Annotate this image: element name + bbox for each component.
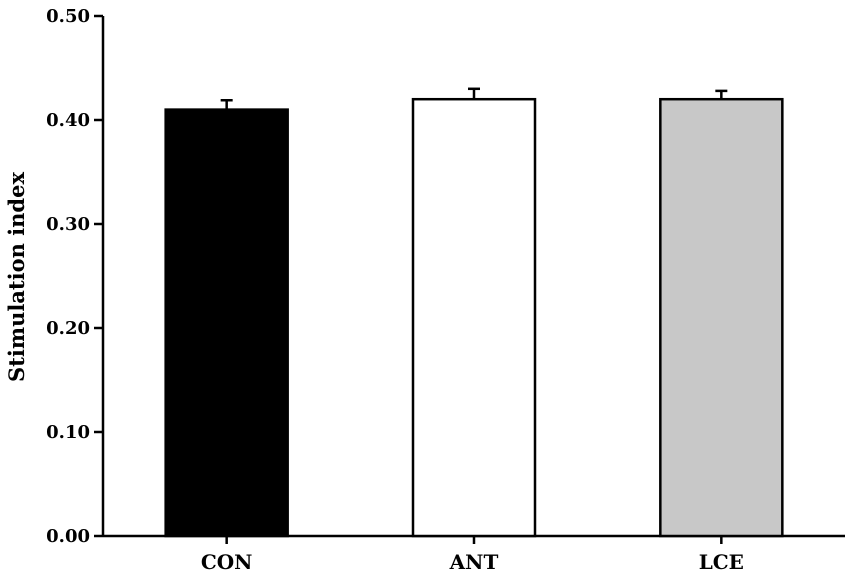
y-tick-label: 0.50	[46, 6, 90, 27]
y-tick-label: 0.00	[46, 526, 90, 547]
bar-con	[164, 108, 289, 538]
labels: 0.00 0.10 0.20 0.30 0.40 0.50 CON ANT LCE	[46, 6, 744, 574]
y-tick-label: 0.10	[46, 422, 90, 443]
bars	[164, 87, 784, 538]
y-tick-label: 0.20	[46, 318, 90, 339]
y-tick-label: 0.30	[46, 214, 90, 235]
y-axis-label: Stimulation index	[4, 172, 29, 382]
x-category-label: CON	[201, 550, 253, 574]
bar-lce	[659, 97, 784, 538]
bar-ant	[411, 97, 537, 538]
y-tick-label: 0.40	[46, 110, 90, 131]
x-category-label: ANT	[449, 550, 499, 574]
x-category-label: LCE	[699, 550, 744, 574]
